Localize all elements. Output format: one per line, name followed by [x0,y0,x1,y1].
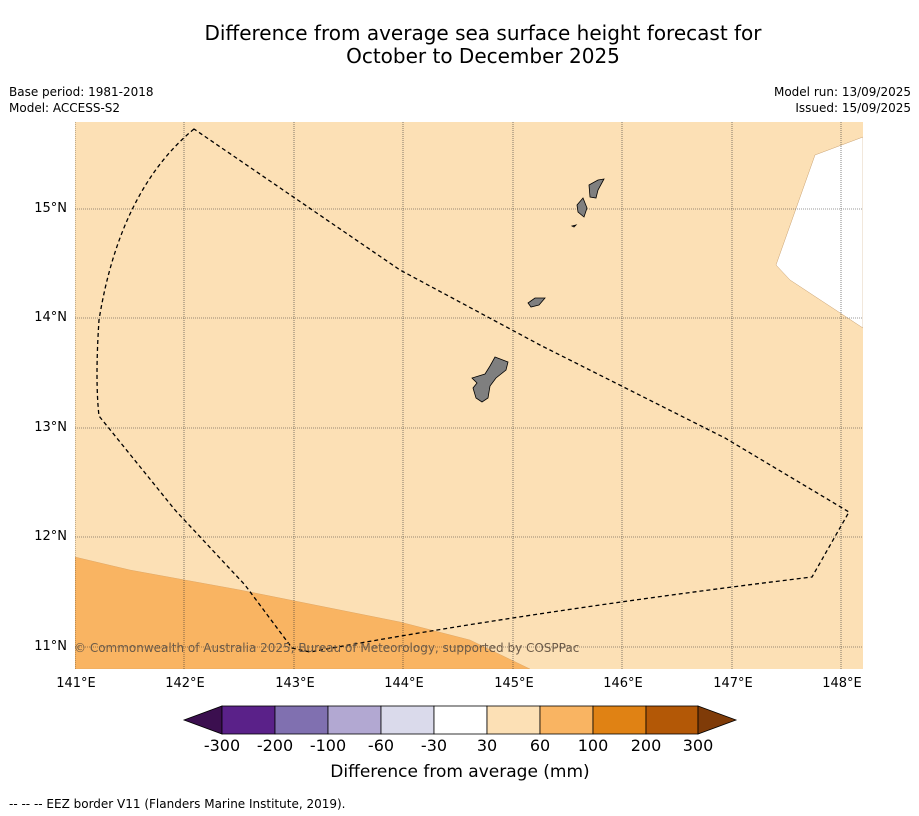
colorbar-tick-label: 100 [577,736,609,755]
colorbar-swatch [486,705,541,735]
chart-title: Difference from average sea surface heig… [0,22,919,68]
eez-border [96,128,850,653]
colorbar-swatch [592,705,647,735]
lon-tick-label: 143°E [275,676,315,691]
model-name: Model: ACCESS-S2 [9,101,121,115]
lat-tick-label: 13°N [34,420,67,435]
base-period: Base period: 1981-2018 [9,85,154,99]
lat-tick-label: 14°N [34,310,67,325]
colorbar-tick-label: -100 [309,736,347,755]
colorbar-swatch [433,705,488,735]
meta-left: Base period: 1981-2018 Model: ACCESS-S2 [9,84,154,116]
colorbar-tick-label: -300 [203,736,241,755]
lat-tick-label: 15°N [34,201,67,216]
lat-tick-label: 12°N [34,529,67,544]
colorbar-title: Difference from average (mm) [330,762,590,782]
lon-tick-label: 147°E [713,676,753,691]
colorbar-tick-label: 200 [630,736,662,755]
colorbar-swatch [274,705,329,735]
model-run: Model run: 13/09/2025 [773,85,911,99]
band-60-100-region [75,556,531,669]
graticule [75,122,863,669]
lon-tick-label: 148°E [822,676,862,691]
colorbar-tick-label: -60 [367,736,395,755]
colorbar-tick-label: 300 [682,736,714,755]
lon-tick-label: 141°E [56,676,96,691]
colorbar-extend-min [182,705,223,735]
colorbar [182,705,738,735]
copyright-note: © Commonwealth of Australia 2025, Bureau… [74,641,580,655]
lon-tick-label: 145°E [494,676,534,691]
lon-tick-label: 144°E [384,676,424,691]
aguijan-islet [570,224,578,228]
meta-right: Model run: 13/09/2025 Issued: 15/09/2025 [774,84,911,116]
colorbar-extend-max [697,705,738,735]
map-area [75,122,863,669]
colorbar-swatch [380,705,435,735]
band-30-60-fill [75,122,863,669]
colorbar-swatch [539,705,594,735]
tinian-island [576,197,588,218]
lon-tick-label: 142°E [165,676,205,691]
lat-tick-label: 11°N [34,639,67,654]
colorbar-tick-label: 60 [529,736,551,755]
guam-island [471,356,509,403]
colorbar-swatch [221,705,276,735]
title-line-2: October to December 2025 [346,44,620,68]
eez-legend: -- -- -- EEZ border V11 (Flanders Marine… [9,797,346,811]
colorbar-swatch [327,705,382,735]
saipan-island [588,178,605,199]
issued-date: Issued: 15/09/2025 [795,101,911,115]
colorbar-swatch [645,705,699,735]
lon-tick-label: 146°E [603,676,643,691]
title-line-1: Difference from average sea surface heig… [204,21,762,45]
colorbar-tick-label: -30 [420,736,448,755]
colorbar-tick-label: 30 [476,736,498,755]
colorbar-tick-label: -200 [256,736,294,755]
rota-island [527,297,546,308]
